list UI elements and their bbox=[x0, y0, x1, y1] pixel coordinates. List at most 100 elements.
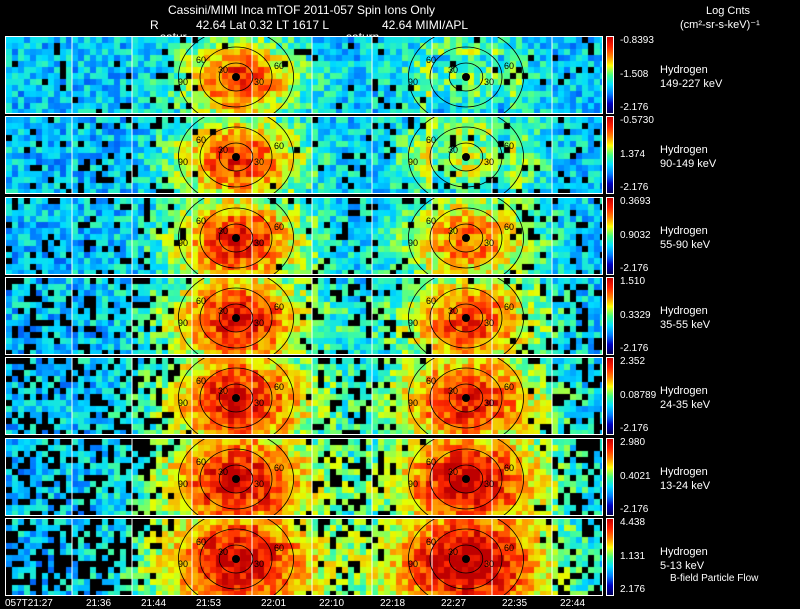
contour-label: 30 bbox=[218, 386, 228, 396]
contour-label: 30 bbox=[484, 398, 494, 408]
units-label-1: Log Cnts bbox=[706, 5, 751, 17]
field-direction-marker bbox=[462, 233, 470, 242]
contour-label: 30 bbox=[254, 398, 264, 408]
contour-label: 30 bbox=[254, 157, 264, 167]
contour-label: 60 bbox=[504, 543, 514, 553]
contour-line bbox=[178, 197, 294, 274]
contour-line bbox=[408, 277, 524, 354]
contour-label: 60 bbox=[196, 55, 206, 65]
contour-line bbox=[408, 37, 524, 113]
colorbar-max-label: -0.5730 bbox=[620, 115, 654, 127]
contour-line bbox=[218, 303, 254, 333]
contour-line bbox=[408, 518, 524, 595]
contour-line bbox=[199, 287, 273, 349]
contour-label: 60 bbox=[504, 222, 514, 232]
contour-label: 30 bbox=[448, 145, 458, 155]
contour-label: 60 bbox=[426, 216, 436, 226]
colorbar-mid-label: 0.08789 bbox=[620, 390, 657, 402]
contour-label: 90 bbox=[408, 318, 418, 328]
contour-overlay: 30 30 60 60 90 30 30 60 60 90 bbox=[71, 117, 553, 194]
contour-line bbox=[218, 544, 254, 574]
colorbar-max-label: 2.352 bbox=[620, 356, 646, 368]
contour-overlay: 30 30 60 60 90 30 30 60 60 90 bbox=[71, 438, 553, 515]
contour-label: 30 bbox=[448, 306, 458, 316]
colorbar-min-label: 2.176 bbox=[620, 583, 646, 595]
colorbar bbox=[606, 517, 614, 596]
field-direction-marker bbox=[232, 474, 240, 483]
contour-label: 90 bbox=[408, 238, 418, 248]
contour-label: 30 bbox=[254, 77, 264, 87]
field-direction-marker bbox=[232, 73, 240, 81]
contour-label: 30 bbox=[484, 559, 494, 569]
colorbar-max-label: 2.980 bbox=[620, 436, 646, 448]
contour-label: 30 bbox=[484, 479, 494, 489]
heatmap-panel: 30 30 60 60 90 30 30 60 60 90 bbox=[5, 36, 603, 114]
contour-label: 30 bbox=[484, 77, 494, 87]
field-direction-marker bbox=[462, 554, 470, 563]
contour-overlay: 30 30 60 60 90 30 30 60 60 90 bbox=[71, 358, 553, 435]
field-direction-marker bbox=[462, 153, 470, 162]
contour-line bbox=[448, 62, 484, 92]
contour-label: 60 bbox=[504, 463, 514, 473]
colorbar bbox=[606, 357, 614, 436]
colorbar bbox=[606, 116, 614, 195]
contour-label: 90 bbox=[178, 77, 188, 87]
heatmap-cells bbox=[6, 37, 602, 113]
colorbar bbox=[606, 36, 614, 114]
contour-label: 60 bbox=[196, 376, 206, 386]
contour-overlay: 30 30 60 60 90 30 30 60 60 90 bbox=[71, 277, 553, 354]
colorbar bbox=[606, 276, 614, 355]
contour-label: 60 bbox=[274, 302, 284, 312]
contour-line bbox=[178, 518, 294, 595]
heatmap-cells bbox=[6, 518, 602, 595]
x-tick-label: 22:01 bbox=[261, 598, 287, 609]
contour-label: 60 bbox=[196, 296, 206, 306]
contour-line bbox=[408, 197, 524, 274]
colorbar bbox=[606, 196, 614, 275]
field-direction-marker bbox=[462, 474, 470, 483]
contour-line bbox=[178, 438, 294, 515]
field-direction-marker bbox=[462, 73, 470, 81]
contour-label: 60 bbox=[426, 135, 436, 145]
colorbar bbox=[606, 437, 614, 516]
contour-line bbox=[448, 383, 484, 413]
heatmap-cells bbox=[6, 438, 602, 515]
colorbar-max-label: 4.438 bbox=[620, 516, 646, 528]
contour-label: 60 bbox=[504, 302, 514, 312]
contour-label: 30 bbox=[218, 467, 228, 477]
contour-label: 60 bbox=[196, 135, 206, 145]
contour-label: 30 bbox=[218, 306, 228, 316]
contour-line bbox=[429, 367, 503, 429]
species-label: Hydrogen bbox=[660, 144, 708, 157]
contour-line bbox=[199, 367, 273, 429]
heatmap-panel: 30 30 60 60 90 30 30 60 60 90 bbox=[5, 276, 603, 355]
x-tick-label: 057T21:27 bbox=[5, 598, 53, 609]
contour-label: 30 bbox=[218, 65, 228, 75]
contour-line bbox=[218, 383, 254, 413]
contour-label: 60 bbox=[504, 382, 514, 392]
lat-lt-label: 42.64 Lat 0.32 LT 1617 L bbox=[196, 18, 330, 32]
heatmap-panel: 30 30 60 60 90 30 30 60 60 90 bbox=[5, 437, 603, 516]
heatmap-cells bbox=[6, 117, 602, 194]
contour-overlay: 30 30 60 60 90 30 30 60 60 90 bbox=[71, 518, 553, 595]
colorbar-mid-label: -1.508 bbox=[620, 69, 649, 80]
contour-label: 90 bbox=[178, 398, 188, 408]
species-label: Hydrogen bbox=[660, 465, 708, 478]
species-label: Hydrogen bbox=[660, 64, 708, 76]
contour-label: 30 bbox=[448, 467, 458, 477]
contour-label: 90 bbox=[178, 157, 188, 167]
colorbar-mid-label: 0.4021 bbox=[620, 470, 651, 482]
contour-line bbox=[429, 448, 503, 509]
contour-label: 30 bbox=[448, 386, 458, 396]
field-direction-marker bbox=[232, 233, 240, 242]
contour-line bbox=[178, 117, 294, 194]
contour-line bbox=[448, 303, 484, 333]
contour-label: 60 bbox=[274, 543, 284, 553]
field-direction-marker bbox=[232, 153, 240, 162]
energy-label: 55-90 keV bbox=[660, 238, 711, 251]
contour-label: 30 bbox=[484, 157, 494, 167]
contour-label: 30 bbox=[254, 479, 264, 489]
species-label: Hydrogen bbox=[660, 224, 708, 237]
contour-label: 90 bbox=[178, 238, 188, 248]
contour-overlay: 30 30 60 60 90 30 30 60 60 90 bbox=[71, 37, 553, 113]
